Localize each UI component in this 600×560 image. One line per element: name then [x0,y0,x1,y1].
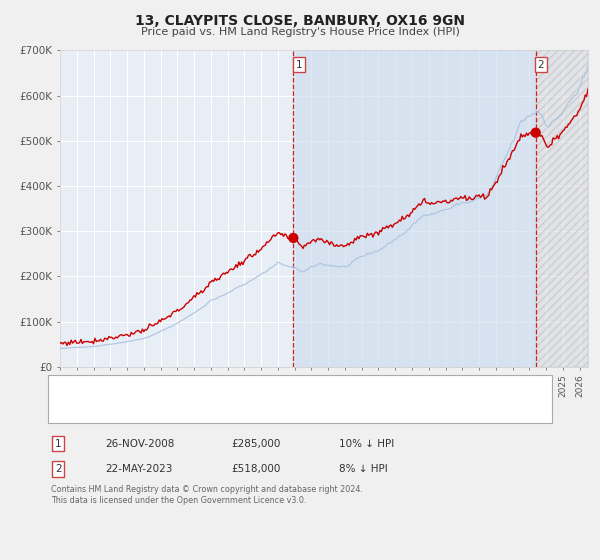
Text: 22-MAY-2023: 22-MAY-2023 [105,464,172,474]
Text: 10% ↓ HPI: 10% ↓ HPI [339,438,394,449]
Text: Contains HM Land Registry data © Crown copyright and database right 2024.: Contains HM Land Registry data © Crown c… [51,485,363,494]
Text: —: — [60,381,75,396]
Text: 26-NOV-2008: 26-NOV-2008 [105,438,175,449]
Bar [536,50,588,367]
Text: 2: 2 [538,60,544,70]
Text: HPI: Average price, detached house, Cherwell: HPI: Average price, detached house, Cher… [90,404,313,414]
Text: Price paid vs. HM Land Registry's House Price Index (HPI): Price paid vs. HM Land Registry's House … [140,27,460,37]
Point [289,234,298,242]
Point [531,128,541,137]
Text: 1: 1 [55,438,62,449]
Text: —: — [60,402,75,417]
Text: 2: 2 [55,464,62,474]
Text: 8% ↓ HPI: 8% ↓ HPI [339,464,388,474]
Text: £285,000: £285,000 [231,438,280,449]
Bar [293,50,536,367]
Text: £518,000: £518,000 [231,464,280,474]
Text: 1: 1 [295,60,302,70]
Text: 13, CLAYPITS CLOSE, BANBURY, OX16 9GN: 13, CLAYPITS CLOSE, BANBURY, OX16 9GN [135,14,465,28]
Text: 13, CLAYPITS CLOSE, BANBURY, OX16 9GN (detached house): 13, CLAYPITS CLOSE, BANBURY, OX16 9GN (d… [90,384,387,394]
Text: This data is licensed under the Open Government Licence v3.0.: This data is licensed under the Open Gov… [51,496,307,505]
